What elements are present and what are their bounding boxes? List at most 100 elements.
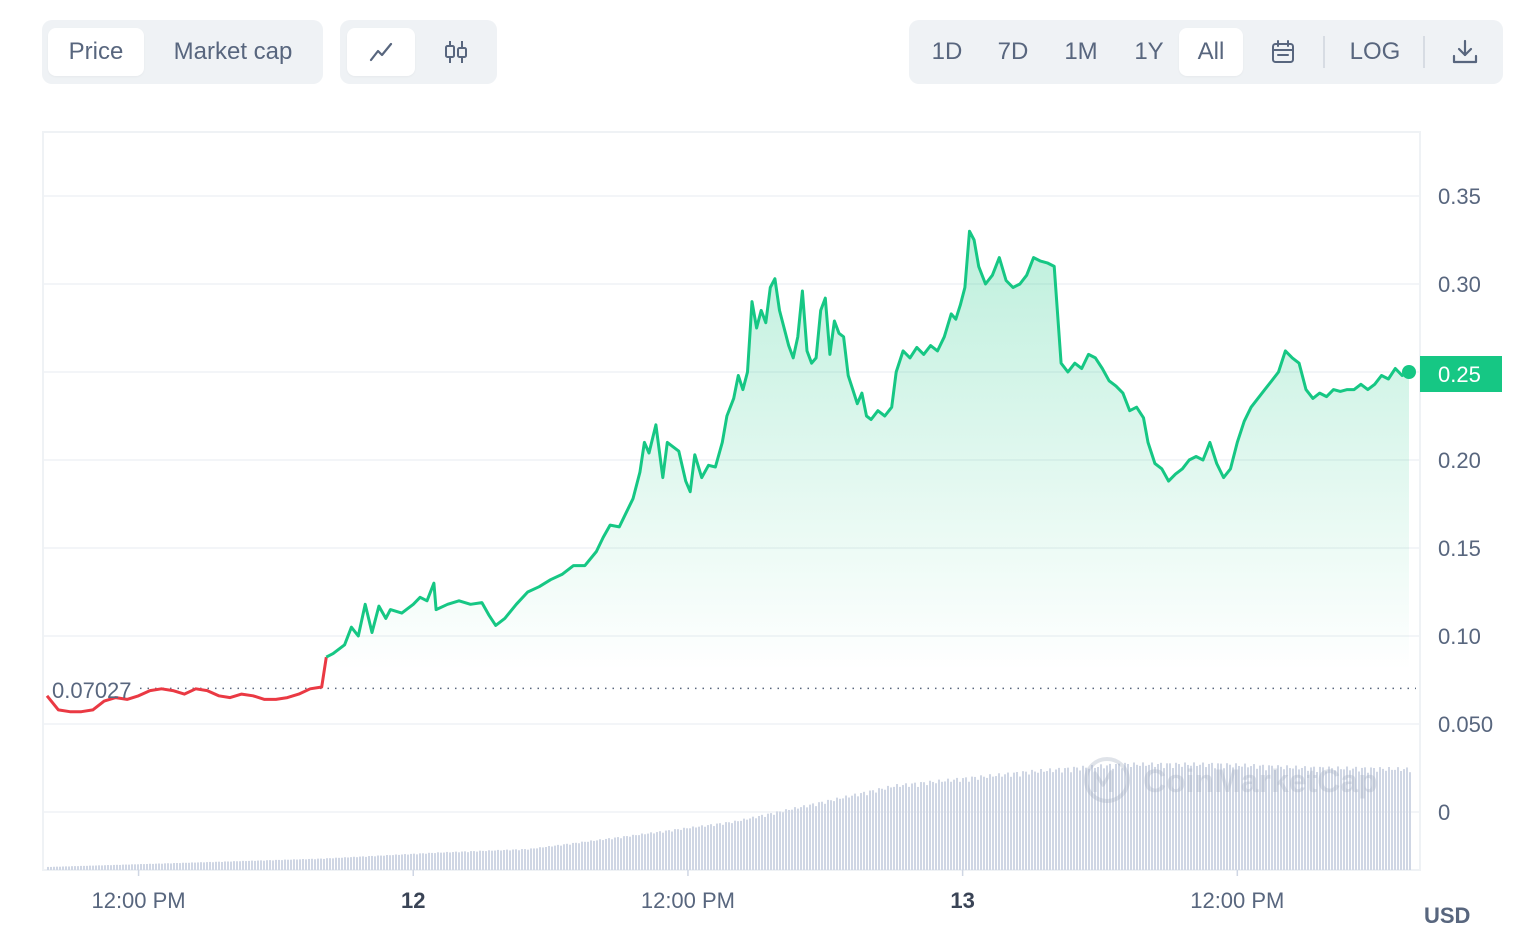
volume-bar (194, 862, 196, 870)
volume-bar (455, 851, 457, 870)
volume-bar (284, 859, 286, 870)
volume-bar (1097, 766, 1099, 870)
range-all-button[interactable]: All (1179, 28, 1243, 76)
volume-bar (239, 861, 241, 870)
volume-bar (1328, 766, 1330, 870)
volume-bar (1166, 763, 1168, 870)
volume-bar (980, 775, 982, 870)
volume-bar (353, 856, 355, 870)
volume-bar (365, 856, 367, 870)
volume-bar (1016, 772, 1018, 870)
volume-bar (1376, 771, 1378, 870)
price-tab[interactable]: Price (48, 28, 144, 76)
download-button[interactable] (1437, 28, 1493, 76)
volume-bar (158, 863, 160, 870)
volume-bar (1334, 770, 1336, 870)
volume-bar (1202, 762, 1204, 870)
volume-bar (1283, 769, 1285, 870)
x-tick-label: 12:00 PM (1190, 888, 1284, 913)
volume-bar (74, 866, 76, 870)
volume-bar (101, 865, 103, 870)
volume-bar (398, 854, 400, 870)
volume-bar (77, 866, 79, 870)
volume-bar (1349, 770, 1351, 870)
volume-bar (1028, 774, 1030, 870)
volume-bar (1181, 766, 1183, 870)
volume-bar (608, 838, 610, 870)
volume-bar (434, 853, 436, 870)
volume-bar (1196, 765, 1198, 870)
volume-bar (260, 860, 262, 870)
volume-bar (1352, 768, 1354, 870)
volume-bar (1286, 765, 1288, 870)
volume-bar (1121, 768, 1123, 870)
range-1d-button[interactable]: 1D (931, 38, 963, 65)
volume-bar (851, 795, 853, 870)
volume-bar (461, 851, 463, 870)
volume-bar (938, 779, 940, 870)
volume-bar (1394, 769, 1396, 870)
range-1m-button[interactable]: 1M (1064, 38, 1098, 65)
market-cap-tab[interactable]: Market cap (173, 38, 293, 65)
volume-bar (113, 864, 115, 870)
volume-bar (701, 825, 703, 870)
volume-bar (146, 863, 148, 870)
volume-bar (860, 793, 862, 870)
volume-bar (371, 855, 373, 870)
volume-bar (1391, 769, 1393, 870)
volume-bar (1142, 762, 1144, 870)
volume-bar (746, 819, 748, 870)
volume-bar (1091, 764, 1093, 870)
volume-bar (914, 782, 916, 870)
volume-bar (1355, 766, 1357, 870)
volume-bar (941, 781, 943, 870)
volume-bar (221, 861, 223, 870)
volume-bar (1088, 768, 1090, 870)
volume-bar (926, 785, 928, 870)
volume-bar (1094, 767, 1096, 870)
volume-bar (350, 857, 352, 870)
volume-bar (227, 861, 229, 870)
x-tick-label: 12:00 PM (641, 888, 735, 913)
volume-bar (737, 821, 739, 870)
volume-bar (452, 852, 454, 870)
volume-bar (332, 858, 334, 870)
volume-bar (272, 860, 274, 870)
candlestick-button[interactable] (422, 28, 490, 76)
volume-bar (776, 811, 778, 870)
range-7d-button[interactable]: 7D (997, 38, 1029, 65)
volume-bar (920, 782, 922, 870)
volume-bar (1058, 767, 1060, 870)
volume-bar (947, 778, 949, 870)
volume-bar (986, 777, 988, 870)
volume-bar (1184, 762, 1186, 870)
volume-bar (944, 781, 946, 870)
volume-bar (713, 826, 715, 870)
volume-bar (167, 863, 169, 870)
volume-bar (47, 866, 49, 870)
volume-bar (1205, 767, 1207, 870)
volume-bar (1403, 769, 1405, 870)
volume-bar (527, 849, 529, 870)
volume-bar (722, 824, 724, 870)
volume-bar (1262, 764, 1264, 870)
volume-bar (242, 860, 244, 870)
volume-bar (1385, 770, 1387, 870)
volume-bar (698, 826, 700, 870)
range-1y-button[interactable]: 1Y (1134, 38, 1164, 65)
log-scale-button[interactable]: LOG (1349, 38, 1401, 65)
volume-bar (200, 862, 202, 870)
volume-bar (848, 797, 850, 870)
y-tick-label: 0.10 (1438, 624, 1481, 649)
watermark-text: CoinMarketCap (1143, 763, 1378, 799)
volume-bar (116, 864, 118, 870)
date-range-button[interactable] (1255, 28, 1311, 76)
baseline-price-label: 0.07027 (52, 678, 132, 703)
volume-bar (161, 863, 163, 870)
volume-bar (1361, 767, 1363, 870)
volume-bar (416, 854, 418, 870)
volume-bar (599, 839, 601, 870)
volume-bar (632, 834, 634, 870)
line-chart-button[interactable] (347, 28, 415, 76)
